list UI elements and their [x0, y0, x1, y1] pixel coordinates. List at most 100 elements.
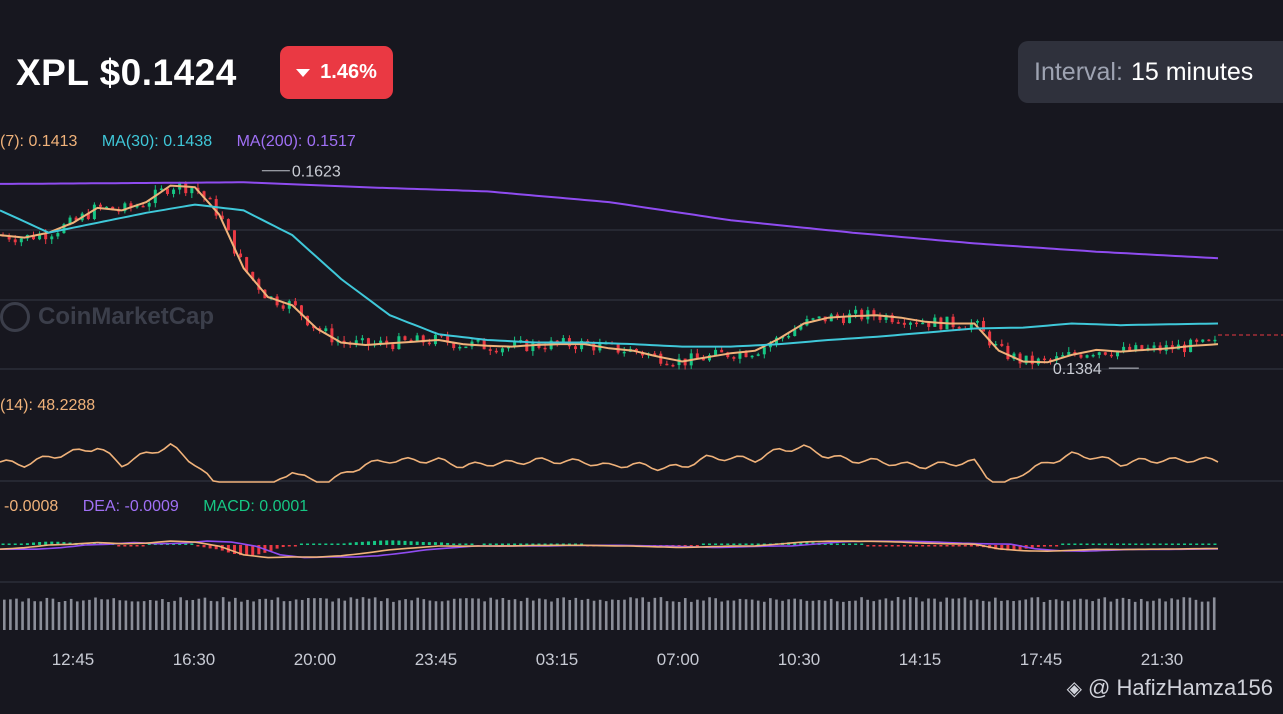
macd-bar-up	[379, 540, 383, 545]
volume-bar	[69, 598, 73, 630]
macd-bar-up	[549, 543, 553, 545]
candle-up	[123, 203, 127, 212]
volume-bar	[927, 598, 930, 630]
volume-bar	[848, 600, 851, 630]
candle-up	[1201, 339, 1205, 342]
macd-bar-up	[1085, 543, 1089, 545]
macd-bar-up	[147, 543, 151, 545]
macd-bar-up	[482, 543, 486, 545]
volume-bar	[82, 600, 85, 630]
volume-bar	[270, 599, 274, 630]
interval-selector[interactable]: Interval: 15 minutes	[1018, 41, 1283, 103]
candle-down	[1042, 358, 1046, 361]
macd-bar-up	[701, 543, 705, 545]
volume-bar	[483, 601, 486, 630]
candle-down	[239, 253, 243, 258]
volume-bar	[574, 597, 578, 630]
candle-up	[105, 206, 109, 209]
volume-bar	[240, 601, 243, 630]
candle-up	[500, 348, 504, 353]
macd-bar-up	[452, 543, 456, 545]
volume-bar	[902, 599, 906, 630]
candle-down	[671, 364, 675, 367]
volume-bar	[477, 598, 480, 630]
macd-bar-down	[287, 545, 291, 547]
volume-bar	[641, 597, 644, 630]
macd-bar-down	[921, 545, 925, 547]
volume-bar	[15, 598, 18, 630]
macd-bar-up	[537, 543, 541, 545]
macd-bar-up	[841, 543, 845, 545]
macd-bar-up	[1061, 543, 1065, 545]
volume-bar	[142, 601, 146, 630]
macd-bar-up	[732, 543, 736, 545]
candle-down	[896, 322, 900, 324]
candle-down	[1030, 355, 1034, 365]
volume-bar	[933, 598, 936, 630]
volume-bar	[981, 600, 985, 630]
macd-bar-up	[1079, 543, 1083, 545]
candle-down	[141, 205, 145, 208]
dea-readout: DEA: -0.0009	[82, 498, 179, 515]
volume-bar	[969, 600, 973, 630]
candle-up	[92, 204, 96, 220]
candle-down	[841, 317, 845, 324]
macd-bar-up	[1097, 543, 1101, 545]
candle-down	[330, 328, 334, 343]
macd-bar-up	[1116, 543, 1120, 545]
macd-bar-up	[707, 543, 711, 545]
candle-down	[220, 215, 224, 220]
macd-bar-down	[878, 545, 882, 547]
volume-bar	[994, 597, 997, 630]
volume-bar	[617, 599, 620, 630]
volume-bar	[1024, 599, 1028, 630]
volume-bar	[562, 597, 565, 630]
volume-bar	[1170, 598, 1173, 630]
candle-down	[184, 183, 188, 194]
x-tick-label: 16:30	[173, 650, 216, 669]
volume-bar	[975, 599, 979, 630]
candle-up	[793, 329, 797, 337]
volume-bar	[392, 601, 395, 630]
candle-down	[659, 353, 663, 364]
volume-bar	[130, 601, 134, 630]
macd-bar-up	[1067, 543, 1071, 545]
volume-panel	[3, 597, 1216, 630]
volume-bar	[161, 599, 164, 630]
macd-bar-down	[1049, 545, 1053, 547]
macd-bar-up	[318, 543, 322, 545]
macd-bar-up	[1134, 543, 1138, 545]
macd-bar-down	[135, 545, 139, 547]
volume-bar	[538, 598, 541, 630]
macd-bar-up	[446, 542, 450, 545]
volume-bar	[349, 597, 353, 630]
macd-bar-up	[366, 541, 370, 545]
macd-bar-up	[1213, 543, 1217, 545]
macd-bar-down	[933, 545, 937, 547]
ma200-line	[0, 181, 1219, 260]
volume-bar	[580, 599, 584, 630]
macd-bar-up	[561, 543, 565, 545]
volume-bar	[155, 600, 158, 630]
candle-down	[927, 322, 931, 327]
volume-bar	[112, 598, 116, 630]
volume-bar	[696, 599, 699, 630]
macd-bar-up	[860, 543, 864, 545]
x-tick-label: 17:45	[1020, 650, 1063, 669]
candle-up	[1122, 346, 1126, 352]
candle-down	[872, 310, 876, 317]
volume-bar	[671, 601, 675, 630]
volume-bar	[331, 601, 334, 630]
volume-bar	[51, 598, 55, 630]
candle-down	[1079, 354, 1083, 358]
volume-bar	[544, 599, 547, 630]
volume-bar	[428, 600, 432, 630]
macd-bar-up	[184, 543, 188, 545]
candle-up	[1085, 355, 1089, 358]
volume-bar	[598, 599, 602, 630]
macd-bar-down	[257, 545, 261, 555]
volume-bar	[690, 601, 693, 630]
macd-bar-up	[756, 543, 760, 545]
candle-down	[165, 188, 169, 194]
